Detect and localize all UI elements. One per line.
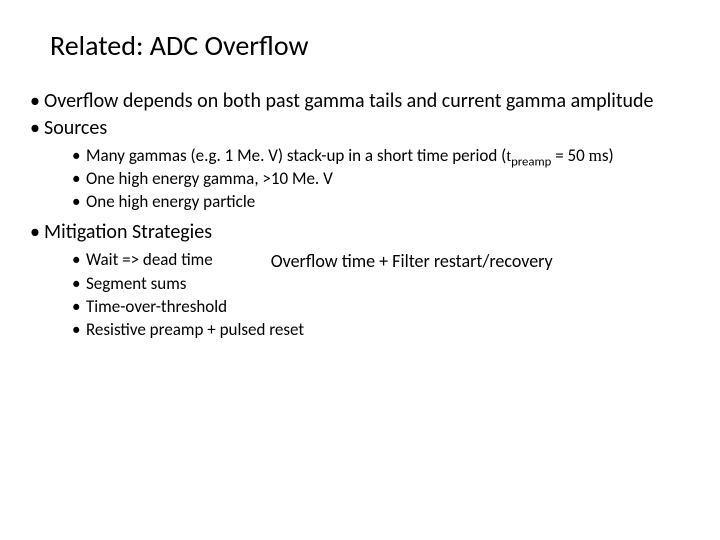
mitigation-item-wait: Wait => dead time Overflow time + Filter… <box>72 249 700 273</box>
bullet-sources: Sources Many gammas (e.g. 1 Me. V) stack… <box>30 116 700 214</box>
bullet-text: Overflow depends on both past gamma tail… <box>44 89 654 113</box>
bullet-text: One high energy gamma, >10 Me. V <box>86 168 333 189</box>
sources-item-high-gamma: One high energy gamma, >10 Me. V <box>72 168 700 191</box>
bullet-text: Sources <box>44 116 107 140</box>
slide-title: Related: ADC Overflow <box>50 28 700 63</box>
sources-sublist: Many gammas (e.g. 1 Me. V) stack-up in a… <box>44 145 700 214</box>
mitigation-row: Wait => dead time Overflow time + Filter… <box>86 249 700 273</box>
mu-symbol: m <box>589 146 602 165</box>
bullet-list: Overflow depends on both past gamma tail… <box>20 89 700 342</box>
sources-item-high-particle: One high energy particle <box>72 191 700 214</box>
bullet-overflow-depends: Overflow depends on both past gamma tail… <box>30 89 700 114</box>
mitigation-sublist: Wait => dead time Overflow time + Filter… <box>44 249 700 342</box>
slide: Related: ADC Overflow Overflow depends o… <box>0 0 720 540</box>
text-fragment: s) <box>602 145 614 166</box>
bullet-mitigation: Mitigation Strategies Wait => dead time … <box>30 220 700 342</box>
bullet-text: One high energy particle <box>86 191 255 212</box>
text-fragment: = 50 <box>551 145 588 166</box>
bullet-text: Segment sums <box>86 273 186 294</box>
bullet-text: Mitigation Strategies <box>44 220 212 244</box>
bullet-text: Resistive preamp + pulsed reset <box>86 319 304 340</box>
bullet-text: Time-over-threshold <box>86 296 227 317</box>
text-fragment: Many gammas (e.g. 1 Me. V) stack-up in a… <box>86 145 506 166</box>
mitigation-overflow-time-text: Overflow time + Filter restart/recovery <box>271 249 553 273</box>
mitigation-item-segment: Segment sums <box>72 273 700 296</box>
mitigation-item-resistive: Resistive preamp + pulsed reset <box>72 319 700 342</box>
mitigation-wait-text: Wait => dead time <box>86 249 213 272</box>
sources-item-stackup: Many gammas (e.g. 1 Me. V) stack-up in a… <box>72 145 700 168</box>
mitigation-item-tot: Time-over-threshold <box>72 296 700 319</box>
